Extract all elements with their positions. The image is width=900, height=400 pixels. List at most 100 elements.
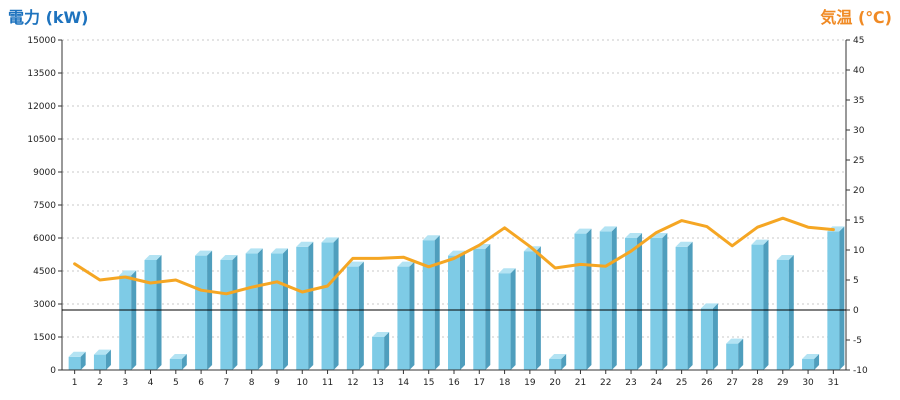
- x-tick-label: 6: [198, 378, 204, 388]
- bar-top: [245, 248, 263, 254]
- bar: [827, 226, 845, 370]
- bar-side: [232, 255, 238, 370]
- bar-top: [195, 250, 213, 256]
- bar-side: [637, 233, 643, 370]
- bar-top: [68, 351, 86, 357]
- bar-side: [308, 241, 314, 370]
- bar-side: [814, 354, 820, 370]
- bar-front: [321, 242, 334, 370]
- right-tick-label: 15: [853, 216, 864, 226]
- bar-top: [574, 228, 592, 234]
- bar-front: [397, 266, 410, 370]
- right-tick-label: 5: [853, 276, 859, 286]
- bar-front: [700, 308, 713, 370]
- x-tick-label: 9: [274, 378, 280, 388]
- bar-top: [675, 241, 693, 247]
- right-tick-label: 20: [853, 186, 865, 196]
- x-tick-label: 18: [499, 378, 511, 388]
- x-tick-label: 30: [802, 378, 814, 388]
- bar-front: [169, 359, 182, 370]
- left-tick-label: 15000: [27, 36, 56, 46]
- bar-front: [726, 343, 739, 370]
- bar: [473, 244, 491, 370]
- bar: [119, 270, 137, 370]
- bar-front: [195, 255, 208, 370]
- bar-front: [599, 231, 612, 370]
- bar: [751, 239, 769, 370]
- x-tick-label: 7: [224, 378, 230, 388]
- x-tick-label: 16: [448, 378, 460, 388]
- bar-front: [372, 337, 385, 370]
- bar: [245, 248, 263, 370]
- x-tick-label: 25: [676, 378, 687, 388]
- bar-side: [181, 354, 187, 370]
- bar-side: [788, 255, 794, 370]
- bar-top: [372, 332, 390, 337]
- bar-front: [498, 273, 511, 370]
- x-tick-label: 1: [72, 378, 78, 388]
- bar: [397, 261, 415, 370]
- left-axis-title: 電力 (kW): [8, 8, 89, 27]
- bar-top: [422, 235, 440, 241]
- bar-side: [763, 239, 769, 370]
- bar-top: [802, 354, 820, 359]
- x-tick-label: 5: [173, 378, 179, 388]
- bar-front: [675, 246, 688, 370]
- bar: [422, 235, 440, 370]
- bar: [675, 241, 693, 370]
- temperature-line: [73, 216, 835, 296]
- bar: [776, 255, 794, 370]
- bar-side: [156, 255, 162, 370]
- bar-side: [662, 233, 668, 370]
- bar: [346, 261, 364, 370]
- bar: [700, 303, 718, 370]
- x-tick-label: 13: [372, 378, 383, 388]
- right-tick-label: 40: [853, 66, 865, 76]
- right-tick-label: 35: [853, 96, 864, 106]
- bar: [498, 268, 516, 370]
- bar-front: [650, 238, 663, 370]
- bars-layer: [68, 226, 845, 370]
- bar-side: [561, 354, 567, 370]
- x-tick-label: 3: [122, 378, 128, 388]
- right-tick-label: 25: [853, 156, 864, 166]
- bar-side: [687, 241, 693, 370]
- bar-side: [282, 248, 288, 370]
- bar: [144, 255, 162, 370]
- bar: [372, 332, 390, 370]
- bar: [321, 237, 339, 370]
- bar-front: [346, 266, 359, 370]
- x-tick-label: 21: [575, 378, 586, 388]
- bar-front: [144, 260, 157, 370]
- bar-front: [270, 253, 283, 370]
- bar-top: [93, 349, 111, 355]
- bar-top: [599, 226, 617, 232]
- bar-top: [397, 261, 415, 267]
- right-tick-label: -5: [853, 336, 862, 346]
- left-tick-label: 9000: [33, 168, 56, 178]
- bar-front: [68, 356, 81, 370]
- left-tick-label: 0: [50, 366, 56, 376]
- bar-front: [574, 233, 587, 370]
- bar-front: [625, 238, 638, 370]
- bar-top: [625, 233, 643, 238]
- bar-side: [131, 270, 137, 370]
- bar: [93, 349, 111, 370]
- bar-top: [726, 338, 744, 344]
- bar-front: [802, 359, 815, 370]
- bar-top: [296, 241, 314, 247]
- x-tick-label: 20: [549, 378, 561, 388]
- x-tick-label: 24: [651, 378, 663, 388]
- bar-top: [169, 354, 187, 359]
- bar-front: [776, 260, 789, 370]
- bar: [599, 226, 617, 370]
- bar-side: [586, 228, 592, 370]
- left-tick-label: 1500: [33, 333, 56, 343]
- x-tick-label: 4: [148, 378, 154, 388]
- bar-top: [321, 237, 339, 243]
- left-tick-label: 6000: [33, 234, 56, 244]
- bar-top: [270, 248, 288, 254]
- axes-layer: [58, 39, 850, 374]
- bar: [220, 255, 238, 370]
